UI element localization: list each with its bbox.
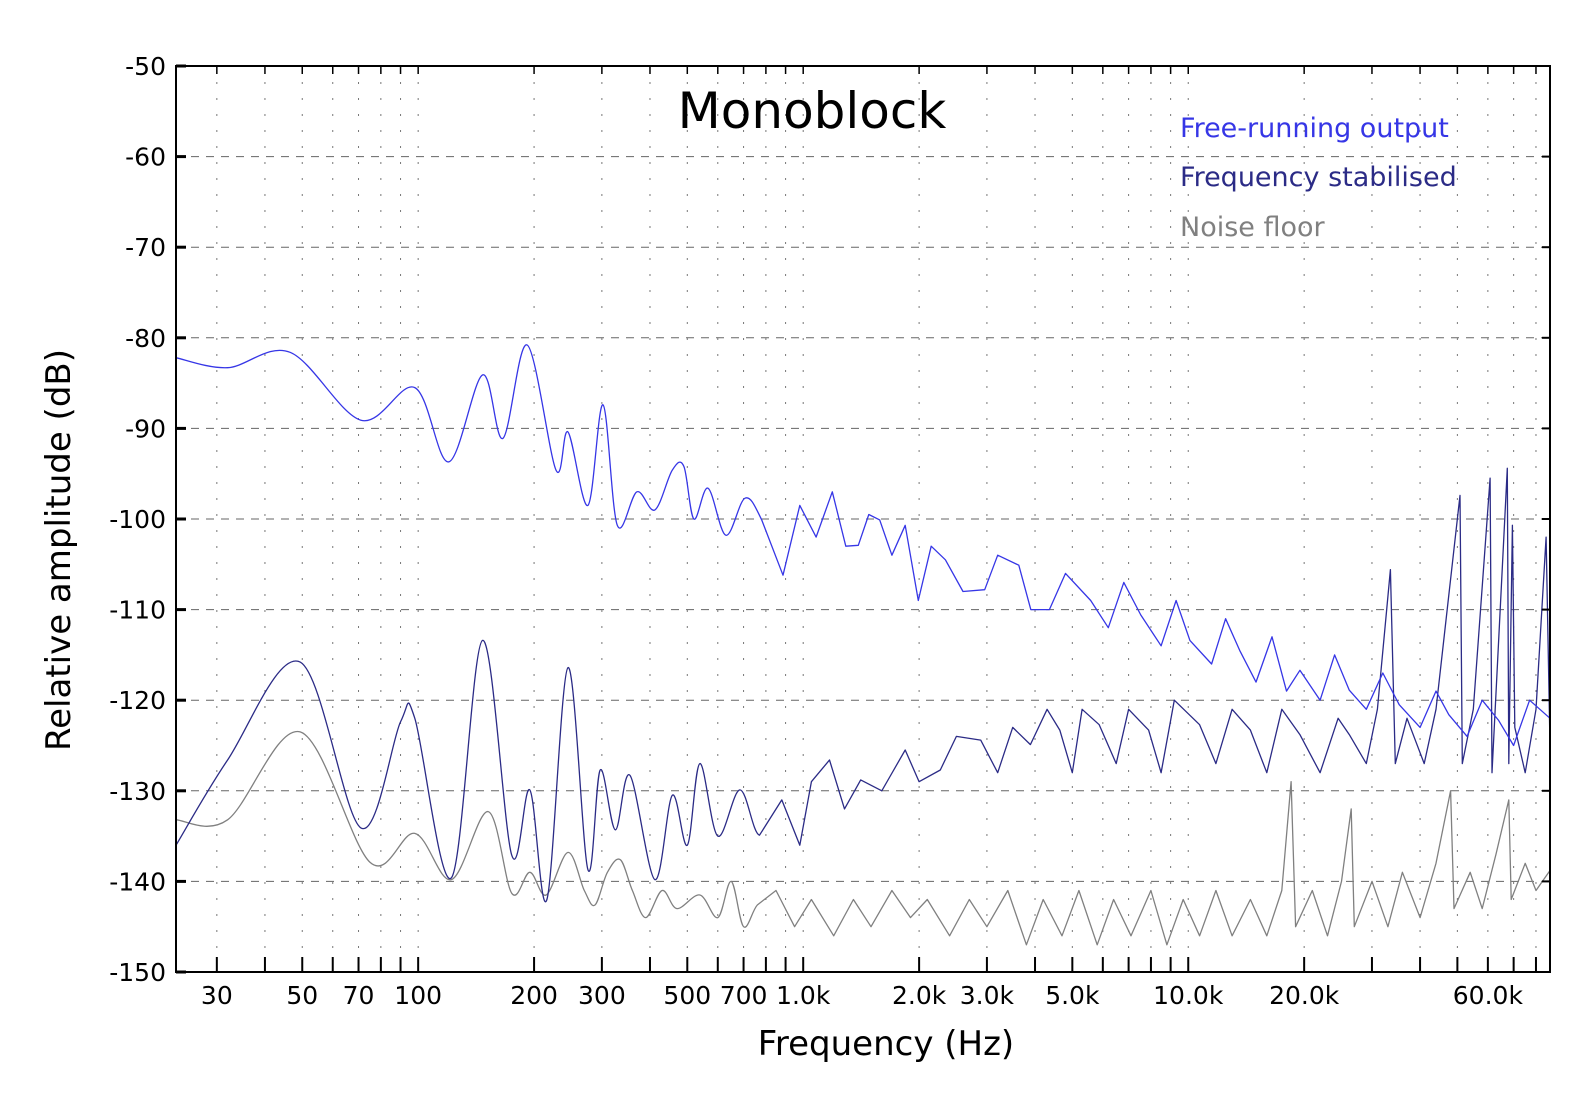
y-tick-label: -100: [109, 505, 166, 534]
x-tick-label: 70: [343, 981, 375, 1010]
y-tick-label: -90: [125, 414, 166, 443]
x-tick-label: 300: [578, 981, 626, 1010]
x-tick-label: 3.0k: [960, 981, 1015, 1010]
x-tick-label: 500: [663, 981, 711, 1010]
plot-frame: [175, 65, 1551, 973]
grid: [176, 66, 1550, 972]
x-tick-label: 200: [510, 981, 558, 1010]
series-line-noise-floor: [175, 731, 1551, 946]
legend-noise-floor: Noise floor: [1180, 212, 1326, 243]
legend-free-running: Free-running output: [1180, 113, 1449, 144]
x-tick-label: 60.0k: [1453, 981, 1524, 1010]
y-tick-label: -70: [125, 233, 166, 262]
x-tick-label: 5.0k: [1045, 981, 1100, 1010]
x-tick-label: 2.0k: [892, 981, 947, 1010]
legend-frequency-stabilised: Frequency stabilised: [1180, 162, 1457, 193]
x-tick-label: 1.0k: [776, 981, 831, 1010]
x-tick-label: 100: [394, 981, 442, 1010]
series-line-free-running-output: [175, 344, 1551, 747]
x-tick-label: 20.0k: [1269, 981, 1340, 1010]
x-tick-label: 700: [720, 981, 768, 1010]
x-axis-label: Frequency (Hz): [758, 1024, 1014, 1064]
legend: Free-running output Frequency stabilised…: [1180, 113, 1457, 243]
series-lines: [175, 344, 1551, 946]
y-tick-label: -120: [109, 686, 166, 715]
y-tick-label: -130: [109, 777, 166, 806]
chart-title: Monoblock: [678, 82, 947, 140]
x-tick-label: 30: [201, 981, 233, 1010]
y-tick-label: -140: [109, 867, 166, 896]
y-tick-label: -60: [125, 143, 166, 172]
y-axis-label: Relative amplitude (dB): [39, 349, 79, 751]
x-tick-label: 10.0k: [1153, 981, 1224, 1010]
y-tick-label: -150: [109, 958, 166, 987]
x-tick-label: 50: [286, 981, 318, 1010]
y-tick-label: -50: [125, 52, 166, 81]
axis-ticks: -50 -60 -70 -80 -90 -100 -110 -120 -130 -140 -150 3…: [109, 52, 1550, 1010]
series-line-frequency-stabilised: [175, 467, 1551, 903]
y-tick-label: -110: [109, 596, 166, 625]
y-tick-label: -80: [125, 324, 166, 353]
